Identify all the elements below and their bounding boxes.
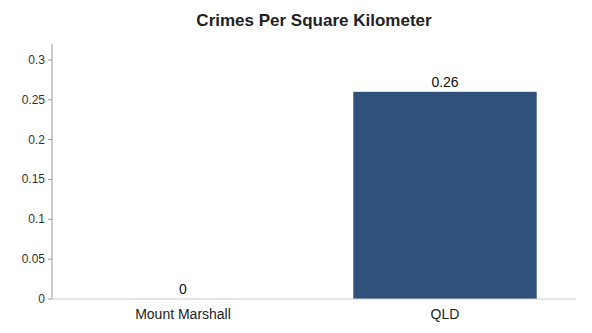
chart: Crimes Per Square Kilometer 0 0.05 0.1 0.15 0… bbox=[0, 0, 592, 333]
y-axis-line bbox=[52, 44, 53, 299]
data-label: 0.26 bbox=[431, 74, 458, 90]
y-tick bbox=[48, 219, 52, 220]
title: Crimes Per Square Kilometer bbox=[196, 11, 432, 30]
y-tick-label: 0.05 bbox=[22, 252, 46, 266]
y-tick-label: 0.15 bbox=[22, 172, 46, 186]
y-tick bbox=[48, 179, 52, 180]
y-tick-label: 0.2 bbox=[28, 133, 45, 147]
y-tick bbox=[48, 99, 52, 100]
chart-container: Crimes Per Square Kilometer 0 0.05 0.1 0.15 0… bbox=[0, 0, 592, 333]
background bbox=[0, 0, 592, 333]
y-tick bbox=[48, 299, 52, 300]
y-tick-label: 0.25 bbox=[22, 93, 46, 107]
x-tick-label: QLD bbox=[431, 306, 460, 322]
x-axis-line bbox=[52, 299, 576, 300]
y-tick-label: 0 bbox=[38, 292, 45, 306]
bars bbox=[353, 92, 536, 299]
x-tick-label: Mount Marshall bbox=[135, 306, 231, 322]
y-tick bbox=[48, 259, 52, 260]
y-tick bbox=[48, 139, 52, 140]
bar bbox=[353, 92, 536, 299]
y-tick-label: 0.3 bbox=[28, 53, 45, 67]
y-tick bbox=[48, 59, 52, 60]
data-label: 0 bbox=[179, 281, 187, 297]
y-tick-label: 0.1 bbox=[28, 212, 45, 226]
